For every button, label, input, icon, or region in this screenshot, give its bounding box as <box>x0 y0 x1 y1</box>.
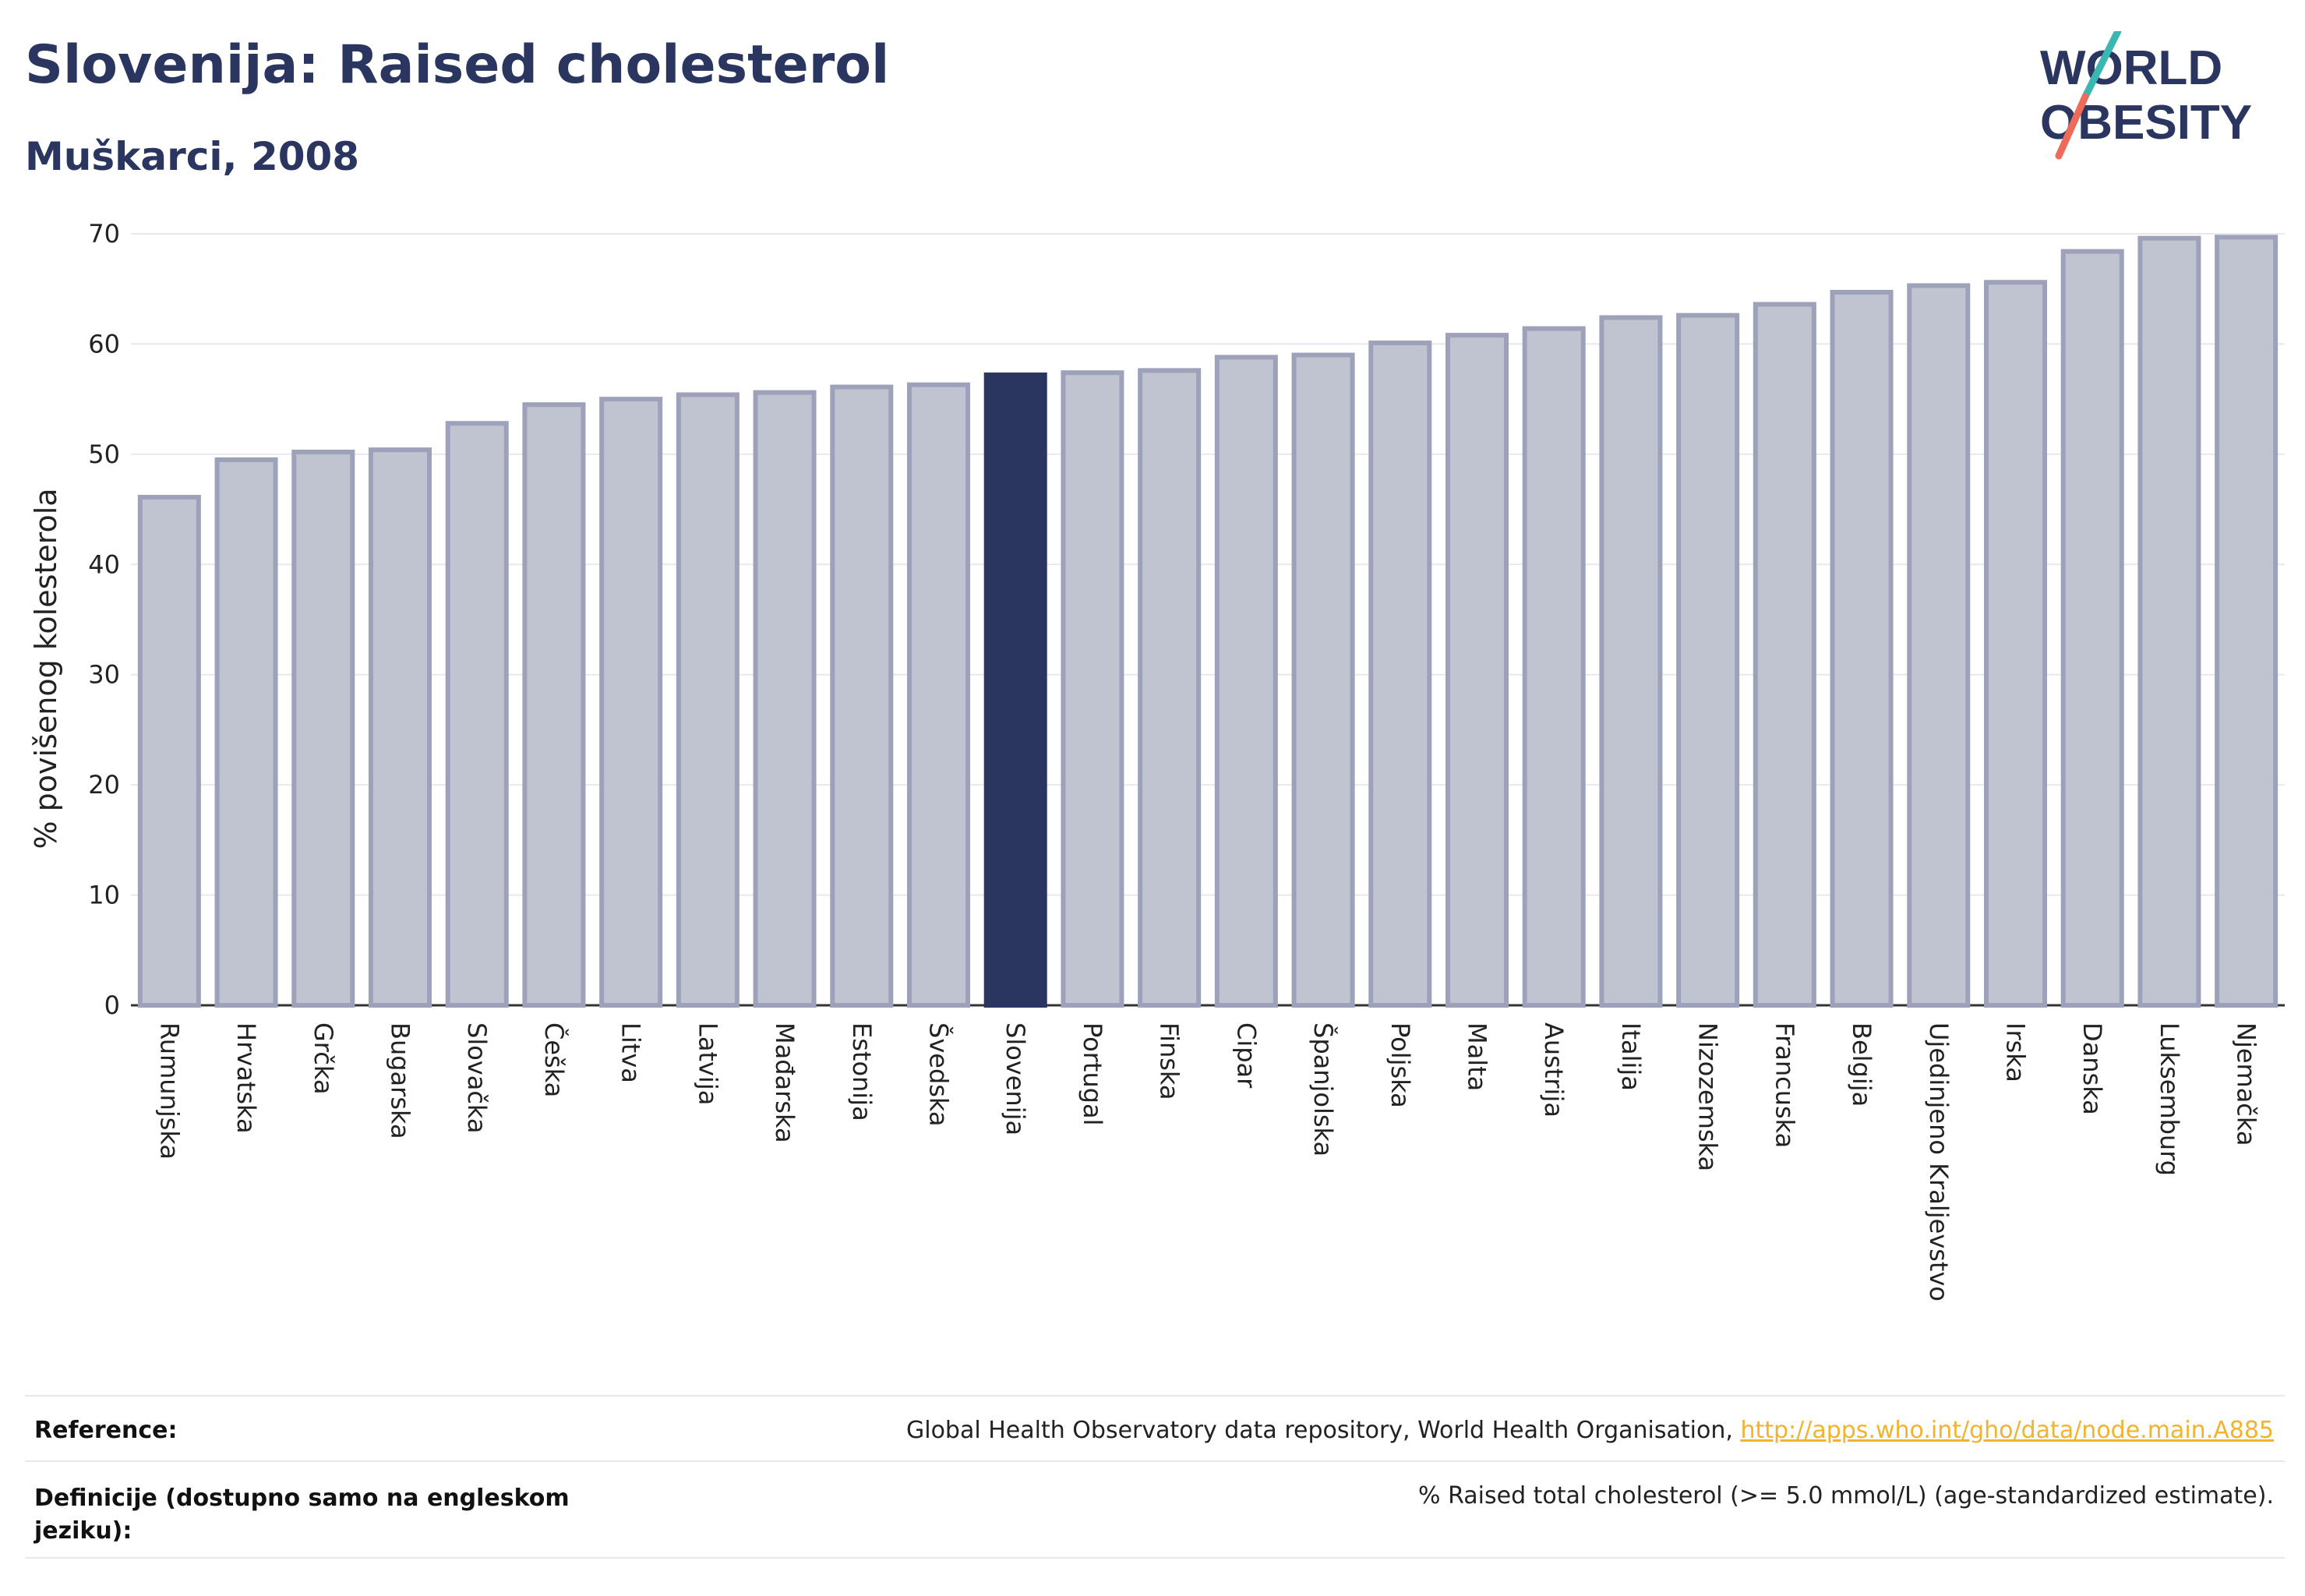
bar-češka[interactable] <box>522 402 586 1008</box>
x-tick-label: Luksemburg <box>2155 1022 2184 1176</box>
definition-text: % Raised total cholesterol (>= 5.0 mmol/… <box>1418 1482 2274 1509</box>
y-tick-label: 0 <box>104 990 120 1020</box>
logo-slash-teal <box>2081 31 2122 101</box>
x-tick-labels: Rumunjska Hrvatska Grčka Bugarska Slovačka Če… <box>154 1022 2261 1301</box>
x-tick-label: Irska <box>2001 1022 2031 1082</box>
x-tick-label: Portugal <box>1078 1022 1107 1126</box>
x-tick-label: Francuska <box>1770 1022 1799 1148</box>
x-tick-label: Grčka <box>309 1022 338 1094</box>
x-tick-label: Bugarska <box>386 1022 415 1139</box>
x-tick-label: Latvija <box>693 1022 722 1105</box>
x-tick-label: Cipar <box>1231 1022 1261 1089</box>
x-tick-label: Malta <box>1463 1022 1492 1091</box>
bar-portugal[interactable] <box>1061 370 1124 1008</box>
bars <box>137 235 2279 1008</box>
x-tick-label: Mađarska <box>770 1022 800 1143</box>
bar-njemačka[interactable] <box>2215 235 2279 1008</box>
bar-slovenija[interactable] <box>983 373 1047 1008</box>
y-tick-label: 50 <box>88 440 120 469</box>
bar-luksemburg[interactable] <box>2137 235 2201 1008</box>
x-tick-label: Rumunjska <box>154 1022 184 1160</box>
x-tick-label: Litva <box>616 1022 646 1083</box>
x-tick-label: Španjolska <box>1308 1022 1339 1156</box>
bar-hrvatska[interactable] <box>214 457 278 1008</box>
x-tick-label: Češka <box>539 1022 570 1097</box>
bar-mađarska[interactable] <box>753 390 817 1008</box>
y-tick-label: 40 <box>88 549 120 579</box>
bar-cipar[interactable] <box>1214 355 1278 1008</box>
footer-divider-middle <box>25 1460 2285 1462</box>
logo-slash-coral <box>2055 93 2089 160</box>
bar-rumunjska[interactable] <box>137 495 201 1008</box>
bar-nizozemska[interactable] <box>1676 312 1740 1008</box>
bar-danska[interactable] <box>2060 249 2124 1008</box>
bar-austrija[interactable] <box>1522 326 1586 1008</box>
y-tick-label: 20 <box>88 770 120 800</box>
chart-title: Slovenija: Raised cholesterol <box>25 34 890 96</box>
x-tick-label: Njemačka <box>2232 1022 2261 1146</box>
reference-label: Reference: <box>34 1417 178 1444</box>
bar-belgija[interactable] <box>1830 289 1894 1008</box>
reference-text: Global Health Observatory data repositor… <box>906 1417 1733 1444</box>
y-tick-labels: 0 10 20 30 40 50 60 70 <box>88 219 120 1020</box>
bar-francuska[interactable] <box>1753 302 1816 1008</box>
x-tick-label: Austrija <box>1539 1022 1569 1118</box>
bar-slovačka[interactable] <box>445 421 509 1008</box>
bar-poljska[interactable] <box>1368 341 1432 1008</box>
x-tick-label: Slovenija <box>1001 1022 1030 1135</box>
bar-litva[interactable] <box>599 397 663 1008</box>
reference-link[interactable]: http://apps.who.int/gho/data/node.main.A… <box>1740 1417 2274 1444</box>
bar-estonija[interactable] <box>830 384 894 1008</box>
x-tick-label: Švedska <box>924 1022 955 1127</box>
x-tick-label: Nizozemska <box>1693 1022 1723 1171</box>
bar-španjolska[interactable] <box>1291 352 1355 1008</box>
bar-italija[interactable] <box>1599 315 1663 1008</box>
x-tick-label: Danska <box>2077 1022 2107 1115</box>
bar-latvija[interactable] <box>676 392 740 1008</box>
y-tick-label: 60 <box>88 329 120 358</box>
footer-divider-top <box>25 1395 2285 1396</box>
bar-finska[interactable] <box>1138 368 1202 1008</box>
x-tick-label: Poljska <box>1385 1022 1415 1108</box>
bar-bugarska[interactable] <box>368 447 432 1008</box>
bar-irska[interactable] <box>1983 280 2048 1008</box>
bar-ujedinjeno-kraljevstvo[interactable] <box>1907 283 1971 1008</box>
reference-value: Global Health Observatory data repositor… <box>906 1417 2274 1444</box>
bar-švedska[interactable] <box>906 382 971 1008</box>
x-tick-label: Hrvatska <box>231 1022 261 1134</box>
y-axis-label: % povišenog kolesterola <box>29 488 63 849</box>
world-obesity-logo[interactable]: WORLD OBESITY <box>2018 31 2299 164</box>
y-tick-label: 30 <box>88 660 120 690</box>
y-tick-label: 70 <box>88 219 120 249</box>
definition-label: Definicije (dostupno samo na engleskom j… <box>34 1485 570 1545</box>
y-tick-label: 10 <box>88 881 120 910</box>
x-tick-label: Slovačka <box>462 1022 492 1134</box>
x-tick-label: Italija <box>1616 1022 1646 1091</box>
bar-malta[interactable] <box>1445 333 1509 1008</box>
x-tick-label: Finska <box>1155 1022 1184 1100</box>
x-tick-label: Estonija <box>847 1022 877 1121</box>
footer-divider-bottom <box>25 1557 2285 1559</box>
x-tick-label: Belgija <box>1847 1022 1876 1107</box>
bar-chart: 0 10 20 30 40 50 60 70 Rumunjska Hrvatska Grčka Bu… <box>29 219 2285 1301</box>
logo-word-world: WORLD <box>2040 41 2222 95</box>
chart-subtitle: Muškarci, 2008 <box>25 134 360 179</box>
x-tick-label: Ujedinjeno Kraljevstvo <box>1924 1022 1954 1301</box>
bar-grčka[interactable] <box>291 450 355 1008</box>
